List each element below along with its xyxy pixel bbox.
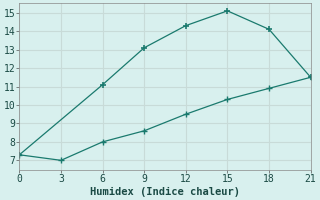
X-axis label: Humidex (Indice chaleur): Humidex (Indice chaleur)	[90, 186, 240, 197]
